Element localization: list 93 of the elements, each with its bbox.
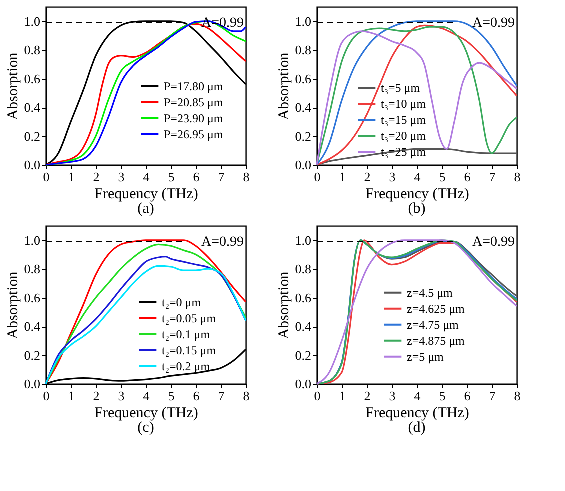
x-tick-label: 6 (193, 170, 200, 184)
legend-label: z=4.5 μm (407, 286, 454, 300)
text: (b) (408, 201, 426, 217)
y-axis-title: Absorption (276, 52, 292, 120)
x-tick-label: 4 (143, 170, 150, 184)
x-tick-label: 5 (168, 388, 175, 404)
legend-label: t₂=0.15 μm (162, 343, 217, 358)
x-tick-label: 7 (218, 388, 226, 404)
x-tick-label: 5 (168, 170, 175, 184)
y-tick-label: 0.2 (24, 348, 40, 363)
y-tick-label: 0.8 (295, 262, 312, 277)
x-tick-label: 1 (339, 388, 346, 404)
y-tick-label: 0.0 (24, 158, 40, 172)
x-tick-label: 8 (514, 170, 521, 184)
legend-label: z=4.75 μm (407, 318, 460, 332)
y-axis-title: Absorption (276, 271, 292, 340)
y-axis-title: Absorption (5, 52, 22, 120)
legend-label: z=4.875 μm (407, 334, 466, 348)
ref-line-label: A=0.99 (472, 16, 515, 31)
y-tick-label: 0.2 (295, 128, 312, 144)
y-tick-label: 0.0 (24, 376, 40, 392)
y-axis-title: Absorption (5, 271, 22, 340)
y-tick-label: 0.4 (295, 319, 312, 334)
legend-label: P=20.85 μm (164, 96, 224, 110)
legend-label: t₃=10 μm (381, 97, 427, 112)
ref-line-label: A=0.99 (472, 234, 515, 250)
y-tick-label: 0.8 (24, 42, 40, 58)
legend-label: t₂=0.2 μm (162, 359, 211, 374)
y-tick-label: 0.2 (24, 128, 40, 144)
x-tick-label: 8 (243, 170, 250, 184)
y-tick-label: 0.0 (295, 376, 312, 392)
legend-label: z=5 μm (407, 350, 445, 364)
x-tick-label: 2 (364, 170, 371, 184)
y-tick-label: 0.6 (24, 290, 41, 306)
text: (d) (408, 420, 426, 436)
x-tick-label: 1 (339, 170, 346, 184)
x-tick-label: 7 (218, 170, 226, 184)
x-tick-label: 1 (68, 388, 75, 404)
x-tick-label: 4 (414, 388, 422, 404)
x-tick-label: 0 (43, 388, 50, 404)
legend-label: t₃=5 μm (381, 81, 421, 96)
text: (a) (138, 201, 154, 217)
y-tick-label: 0.6 (295, 71, 312, 86)
x-tick-label: 3 (118, 170, 125, 184)
x-tick-label: 8 (243, 388, 250, 404)
x-tick-label: 3 (389, 388, 396, 404)
legend-label: z=4.625 μm (407, 302, 466, 316)
x-tick-label: 6 (193, 388, 200, 404)
ref-line-label: A=0.99 (201, 234, 244, 250)
x-tick-label: 1 (68, 170, 75, 184)
x-tick-label: 6 (464, 170, 472, 184)
y-tick-label: 0.6 (295, 290, 312, 306)
y-tick-label: 0.8 (295, 42, 312, 58)
x-tick-label: 4 (143, 388, 150, 404)
x-axis-title: Frequency (THz) (366, 186, 470, 202)
y-tick-label: 0.0 (295, 158, 312, 172)
legend-label: P=23.90 μm (164, 112, 224, 126)
x-axis-title: Frequency (THz) (94, 186, 198, 202)
x-tick-label: 0 (43, 170, 50, 184)
x-tick-label: 0 (314, 388, 321, 404)
x-tick-label: 0 (314, 170, 321, 184)
y-tick-label: 1.0 (295, 232, 312, 248)
x-tick-label: 7 (489, 388, 496, 404)
text: (c) (138, 420, 154, 436)
x-axis-title: Frequency (THz) (94, 406, 198, 422)
x-tick-label: 2 (364, 388, 371, 404)
x-axis-title: Frequency (THz) (366, 406, 470, 422)
legend-label: t₂=0.05 μm (162, 311, 217, 326)
legend-label: P=17.80 μm (164, 80, 224, 94)
x-tick-label: 6 (464, 388, 472, 404)
y-tick-label: 0.8 (24, 262, 40, 277)
x-tick-label: 7 (489, 170, 496, 184)
y-tick-label: 0.2 (295, 348, 312, 363)
y-tick-label: 0.4 (295, 100, 312, 116)
y-tick-label: 1.0 (295, 14, 312, 29)
x-tick-label: 2 (93, 388, 100, 404)
legend-label: t₃=15 μm (381, 113, 427, 128)
x-tick-label: 8 (514, 388, 521, 404)
y-tick-label: 0.4 (24, 319, 41, 334)
y-tick-label: 1.0 (24, 232, 40, 248)
x-tick-label: 5 (439, 388, 446, 404)
y-tick-label: 1.0 (24, 14, 40, 29)
x-tick-label: 2 (93, 170, 100, 184)
legend-label: P=26.95 μm (164, 128, 224, 142)
x-tick-label: 4 (414, 170, 422, 184)
x-tick-label: 3 (118, 388, 125, 404)
y-tick-label: 0.4 (24, 100, 41, 116)
legend-label: t₂=0.1 μm (162, 327, 211, 342)
x-tick-label: 5 (439, 170, 446, 184)
legend-label: t₂=0 μm (162, 295, 202, 310)
x-tick-label: 3 (389, 170, 396, 184)
y-tick-label: 0.6 (24, 71, 41, 86)
legend-label: t₃=20 μm (381, 129, 427, 144)
